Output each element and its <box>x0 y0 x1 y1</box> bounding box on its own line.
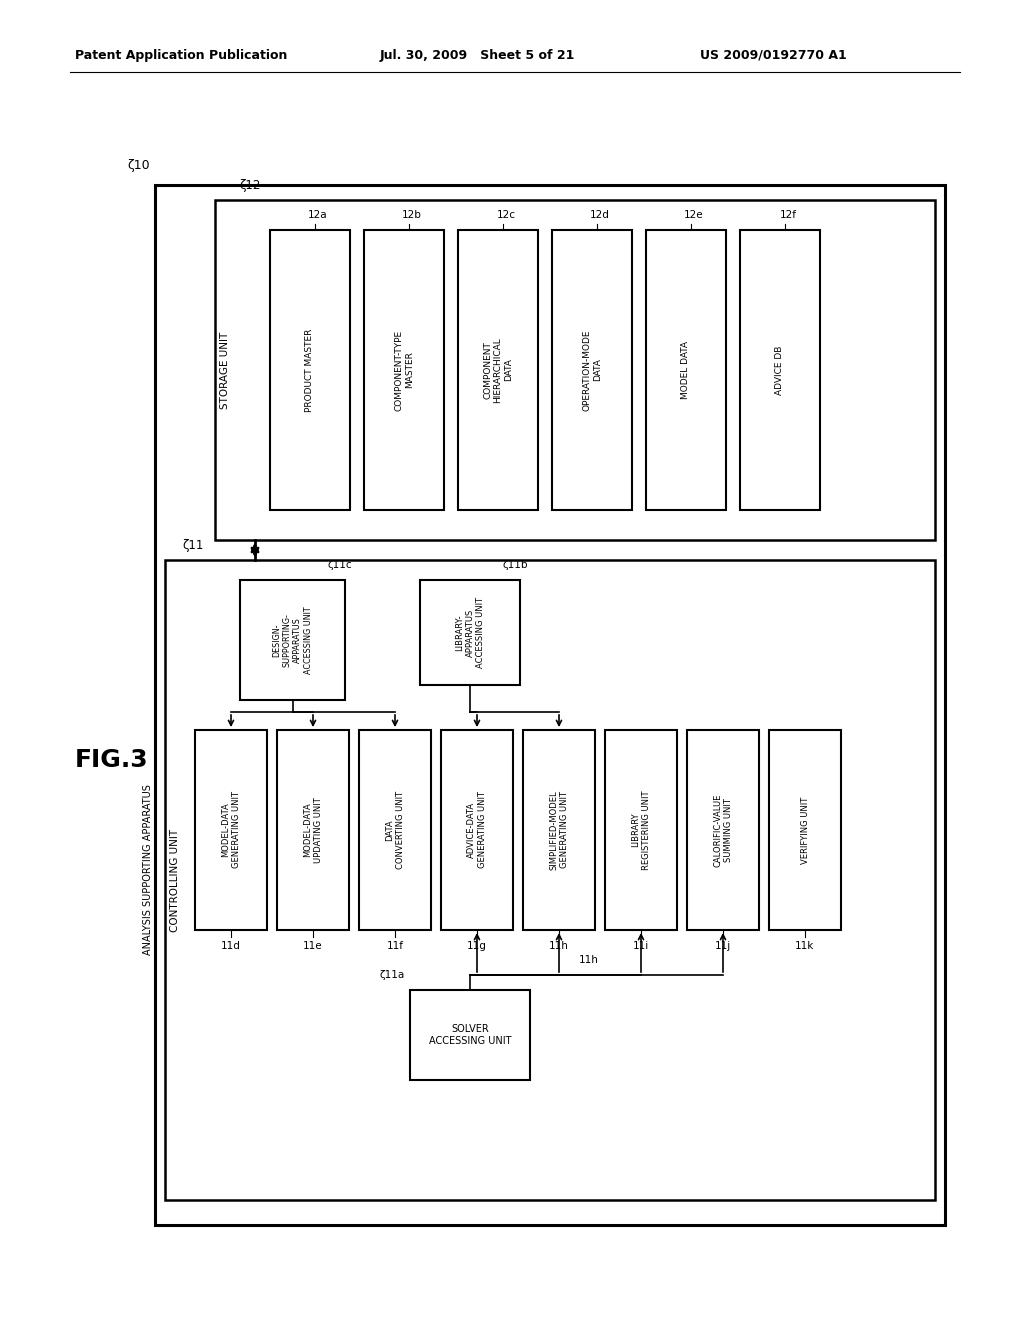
Text: 12b: 12b <box>402 210 422 220</box>
Bar <box>359 730 431 931</box>
Text: ζ11c: ζ11c <box>328 560 352 570</box>
Text: LIBRARY-
APPARATUS
ACCESSING UNIT: LIBRARY- APPARATUS ACCESSING UNIT <box>455 597 485 668</box>
Text: 11e: 11e <box>303 941 323 950</box>
Bar <box>650 234 726 510</box>
Text: Patent Application Publication: Patent Application Publication <box>75 49 288 62</box>
Text: DATA
CONVERTING UNIT: DATA CONVERTING UNIT <box>385 791 404 869</box>
Text: 11h: 11h <box>549 941 569 950</box>
Bar <box>552 230 632 510</box>
Text: COMPONENT-TYPE
MASTER: COMPONENT-TYPE MASTER <box>394 330 414 411</box>
Text: 11h: 11h <box>579 954 599 965</box>
Text: VERIFYING UNIT: VERIFYING UNIT <box>801 796 810 863</box>
Text: ζ11b: ζ11b <box>502 560 527 570</box>
Text: CONTROLLING UNIT: CONTROLLING UNIT <box>170 829 180 932</box>
Bar <box>646 230 726 510</box>
Text: MODEL-DATA
GENERATING UNIT: MODEL-DATA GENERATING UNIT <box>221 792 241 869</box>
Text: Jul. 30, 2009   Sheet 5 of 21: Jul. 30, 2009 Sheet 5 of 21 <box>380 49 575 62</box>
Bar <box>364 230 444 510</box>
Text: 11g: 11g <box>467 941 487 950</box>
Text: 11f: 11f <box>386 941 403 950</box>
Text: US 2009/0192770 A1: US 2009/0192770 A1 <box>700 49 847 62</box>
Bar <box>769 730 841 931</box>
Bar <box>687 730 759 931</box>
Text: 11i: 11i <box>633 941 649 950</box>
Text: ADVICE-DATA
GENERATING UNIT: ADVICE-DATA GENERATING UNIT <box>467 792 486 869</box>
Text: 12f: 12f <box>779 210 797 220</box>
Text: MODEL-DATA
UPDATING UNIT: MODEL-DATA UPDATING UNIT <box>303 797 323 863</box>
Text: 12e: 12e <box>684 210 703 220</box>
Text: LIBRARY
REGISTERING UNIT: LIBRARY REGISTERING UNIT <box>632 791 650 870</box>
Text: ζ12: ζ12 <box>240 178 261 191</box>
Bar <box>605 730 677 931</box>
Text: CALORIFIC-VALUE
SUMMING UNIT: CALORIFIC-VALUE SUMMING UNIT <box>714 793 733 867</box>
Bar <box>654 238 726 510</box>
Bar <box>523 730 595 931</box>
Bar <box>278 730 349 931</box>
Bar <box>420 579 520 685</box>
Text: STORAGE UNIT: STORAGE UNIT <box>220 331 230 409</box>
Bar <box>215 201 935 540</box>
Text: MODEL DATA: MODEL DATA <box>682 341 690 399</box>
Bar <box>458 230 538 510</box>
Text: 12a: 12a <box>308 210 328 220</box>
Text: 11d: 11d <box>221 941 241 950</box>
Bar <box>556 234 632 510</box>
Bar <box>441 730 513 931</box>
Bar <box>410 990 530 1080</box>
Text: ζ10: ζ10 <box>127 158 150 172</box>
Text: ζ11a: ζ11a <box>380 970 406 979</box>
Text: ANALYSIS SUPPORTING APPARATUS: ANALYSIS SUPPORTING APPARATUS <box>143 784 153 956</box>
Bar <box>240 579 345 700</box>
Text: 11j: 11j <box>715 941 731 950</box>
Bar <box>195 730 267 931</box>
Bar <box>560 238 632 510</box>
Text: COMPONENT
HIERARCHICAL
DATA: COMPONENT HIERARCHICAL DATA <box>483 337 513 403</box>
Bar <box>740 230 820 510</box>
Text: OPERATION-MODE
DATA: OPERATION-MODE DATA <box>583 329 602 411</box>
Text: SOLVER
ACCESSING UNIT: SOLVER ACCESSING UNIT <box>429 1024 511 1045</box>
Text: DESIGN-
SUPPORTING-
APPARATUS
ACCESSING UNIT: DESIGN- SUPPORTING- APPARATUS ACCESSING … <box>272 606 312 673</box>
Text: ADVICE DB: ADVICE DB <box>775 346 784 395</box>
Text: PRODUCT MASTER: PRODUCT MASTER <box>305 329 314 412</box>
Bar <box>165 560 935 1200</box>
Text: SIMPLIFIED-MODEL
GENERATING UNIT: SIMPLIFIED-MODEL GENERATING UNIT <box>549 791 568 870</box>
Text: 12c: 12c <box>497 210 515 220</box>
Text: 12d: 12d <box>590 210 610 220</box>
Text: ζ11: ζ11 <box>182 539 204 552</box>
Text: 11k: 11k <box>796 941 815 950</box>
Bar <box>270 230 350 510</box>
Text: FIG.3: FIG.3 <box>75 748 148 772</box>
Bar <box>155 185 945 1225</box>
